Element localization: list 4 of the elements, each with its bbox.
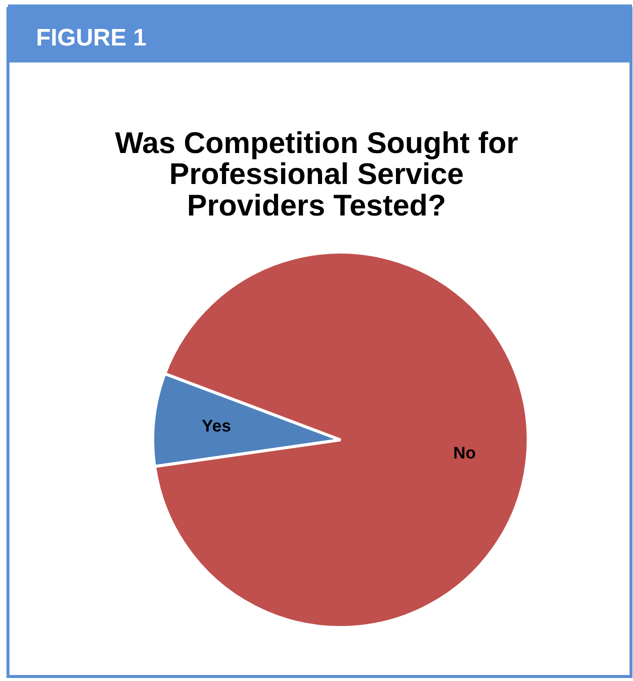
slice-label: No bbox=[453, 443, 476, 462]
chart-title: Was Competition Sought for Professional Service Providers Tested? bbox=[114, 126, 518, 223]
caption: FIGURE 1 bbox=[36, 24, 146, 52]
slice-label: Yes bbox=[202, 416, 232, 436]
